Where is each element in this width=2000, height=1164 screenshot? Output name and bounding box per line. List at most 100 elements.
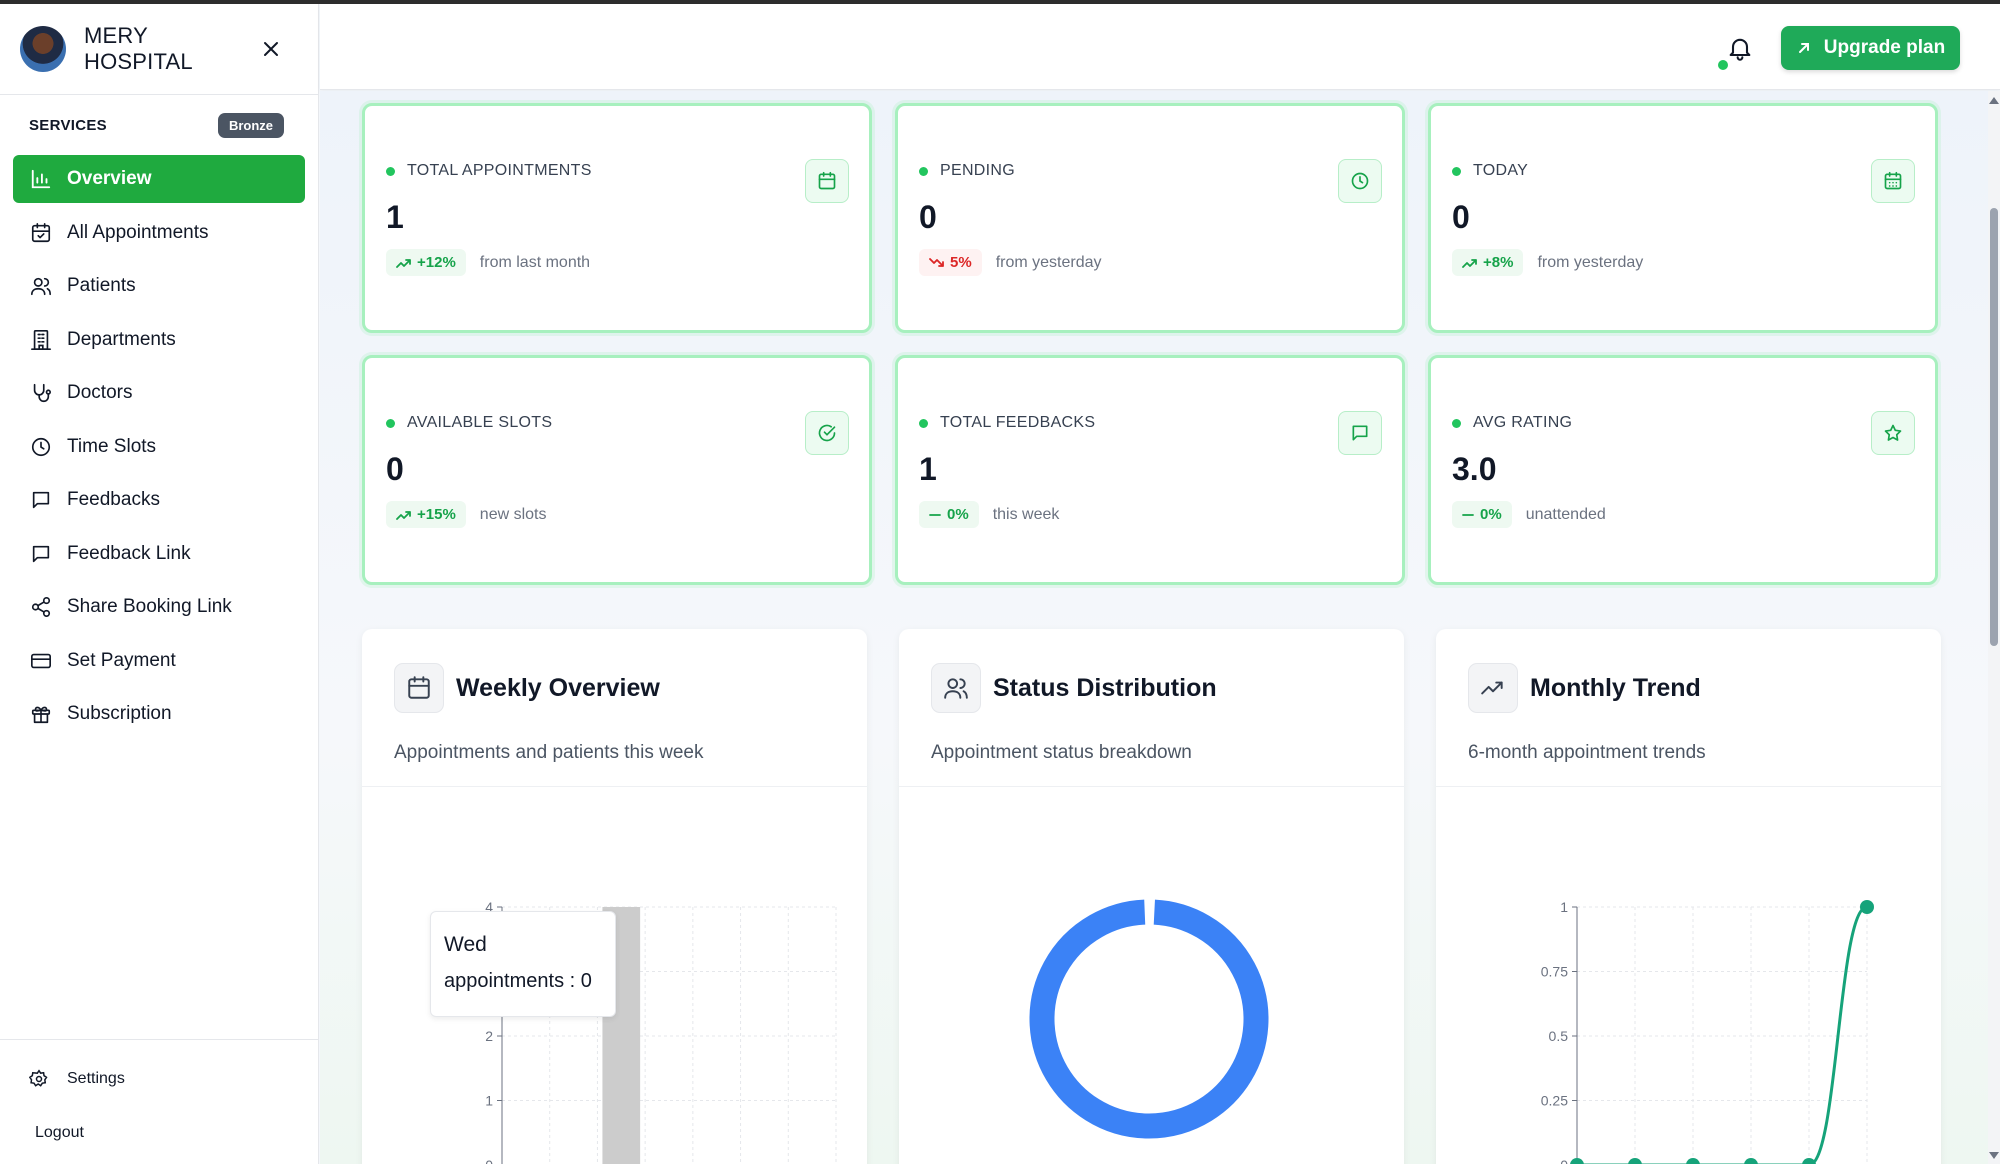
services-header: SERVICES Bronze — [0, 95, 318, 155]
stat-title-row: TOTAL FEEDBACKS — [919, 414, 1095, 432]
close-sidebar-button[interactable] — [259, 36, 284, 62]
status-donut-chart — [1029, 899, 1269, 1139]
calendar-check-icon — [31, 222, 51, 242]
sidebar-item-label: Subscription — [67, 703, 172, 724]
clock-icon — [31, 437, 51, 456]
message-icon — [32, 545, 50, 562]
delta-chip: 0% — [1452, 501, 1512, 528]
status-dot — [919, 166, 928, 176]
logout-link[interactable]: Logout — [29, 1120, 318, 1146]
sidebar-item-overview[interactable]: Overview — [13, 155, 305, 203]
delta-value: 0% — [1480, 506, 1502, 523]
sidebar-item-patients[interactable]: Patients — [13, 262, 305, 310]
minus-icon — [929, 513, 941, 516]
sidebar-item-departments[interactable]: Departments — [13, 316, 305, 364]
trending-up-icon — [1462, 258, 1477, 268]
sidebar-item-set-payment[interactable]: Set Payment — [13, 637, 305, 685]
y-tick-label: 0.5 — [1549, 1028, 1569, 1044]
stat-title-row: AVAILABLE SLOTS — [386, 414, 552, 432]
notification-dot — [1718, 60, 1728, 70]
stat-icon-box — [805, 411, 849, 455]
data-point — [1802, 1158, 1816, 1164]
sidebar-item-doctors[interactable]: Doctors — [13, 369, 305, 417]
minus-icon — [1462, 513, 1474, 516]
star-icon — [1884, 424, 1902, 441]
close-icon — [264, 42, 279, 56]
stat-icon-box — [1871, 411, 1915, 455]
message-icon — [1352, 425, 1368, 441]
message-icon — [32, 491, 50, 509]
monthly-line-chart: 00.250.50.751OctNovDecJanFebMar — [1541, 899, 1874, 1164]
sidebar-item-subscription[interactable]: Subscription — [13, 690, 305, 738]
y-tick-label: 0.75 — [1541, 964, 1568, 980]
stat-title: AVG RATING — [1473, 414, 1573, 431]
stat-card-today: TODAY 0 +8% from yesterday — [1428, 103, 1938, 333]
y-tick-label: 0 — [1560, 1157, 1568, 1164]
upgrade-plan-button[interactable]: Upgrade plan — [1781, 26, 1960, 70]
stat-delta: +12% from last month — [386, 249, 590, 276]
donut-slice — [1029, 899, 1269, 1139]
y-tick-label: 1 — [485, 1093, 493, 1109]
settings-link[interactable]: Settings — [29, 1066, 318, 1092]
sidebar-item-label: Departments — [67, 328, 176, 350]
data-point — [1860, 900, 1874, 914]
stat-title-row: TOTAL APPOINTMENTS — [386, 162, 592, 180]
stat-delta: 0% unattended — [1452, 501, 1606, 528]
stat-icon-box — [805, 159, 849, 203]
sidebar-item-share-booking-link[interactable]: Share Booking Link — [13, 583, 305, 631]
window-top-edge — [0, 0, 2000, 4]
upgrade-plan-label: Upgrade plan — [1823, 37, 1946, 58]
gear-icon — [29, 1069, 48, 1087]
check-circle-icon — [818, 424, 836, 442]
sidebar-item-label: Feedbacks — [67, 489, 160, 510]
trending-down-icon — [929, 257, 944, 267]
delta-value: 0% — [947, 506, 969, 523]
sidebar-footer: Settings Logout — [0, 1039, 318, 1164]
scrollbar-thumb[interactable] — [1990, 208, 1998, 646]
sidebar-item-feedback-link[interactable]: Feedback Link — [13, 530, 305, 578]
panel-title: Monthly Trend — [1530, 674, 1701, 702]
sidebar-item-all-appointments[interactable]: All Appointments — [13, 209, 305, 257]
stat-delta: 0% this week — [919, 501, 1059, 528]
stat-icon-box — [1871, 159, 1915, 203]
panel-subtitle: Appointment status breakdown — [931, 742, 1192, 763]
stat-title: PENDING — [940, 162, 1015, 179]
delta-chip: +12% — [386, 249, 466, 276]
users-icon — [31, 277, 51, 296]
y-tick-label: 0.25 — [1541, 1093, 1568, 1109]
stat-value: 3.0 — [1452, 451, 1497, 487]
status-dot — [386, 166, 395, 176]
avatar[interactable] — [20, 26, 66, 72]
bar-chart-icon — [31, 169, 51, 189]
monthly-trend-panel: Monthly Trend 6-month appointment trends… — [1436, 629, 1941, 1164]
data-point — [1686, 1158, 1700, 1164]
scroll-up-arrow[interactable] — [1989, 97, 1999, 104]
panel-title: Status Distribution — [993, 674, 1217, 702]
sidebar-item-time-slots[interactable]: Time Slots — [13, 423, 305, 471]
delta-note: from last month — [479, 253, 591, 271]
panel-header: Status Distribution Appointment status b… — [899, 629, 1404, 787]
stat-value: 1 — [386, 199, 404, 235]
panel-subtitle: Appointments and patients this week — [394, 742, 704, 763]
trending-up-icon — [396, 510, 411, 520]
sidebar-brand: MERY HOSPITAL — [0, 4, 318, 95]
delta-note: this week — [992, 505, 1060, 523]
stat-card-available-slots: AVAILABLE SLOTS 0 +15% new slots — [362, 355, 872, 585]
panel-subtitle: 6-month appointment trends — [1468, 742, 1706, 763]
sidebar-item-feedbacks[interactable]: Feedbacks — [13, 476, 305, 524]
notifications-button[interactable] — [1726, 34, 1754, 62]
stat-delta: +8% from yesterday — [1452, 249, 1643, 276]
scroll-down-arrow[interactable] — [1989, 1152, 1999, 1159]
chart-tooltip: Wed appointments : 0 — [430, 911, 616, 1017]
stat-card-avg-rating: AVG RATING 3.0 0% unattended — [1428, 355, 1938, 585]
sidebar-item-label: Share Booking Link — [67, 596, 232, 617]
delta-note: unattended — [1525, 505, 1606, 523]
stethoscope-icon — [33, 383, 51, 403]
panel-header: Weekly Overview Appointments and patient… — [362, 629, 867, 787]
delta-chip: +15% — [386, 501, 466, 528]
status-dot — [1452, 166, 1461, 176]
data-point — [1570, 1158, 1584, 1164]
weekly-overview-panel: Weekly Overview Appointments and patient… — [362, 629, 867, 1164]
data-point — [1628, 1158, 1642, 1164]
panel-title: Weekly Overview — [456, 674, 660, 702]
